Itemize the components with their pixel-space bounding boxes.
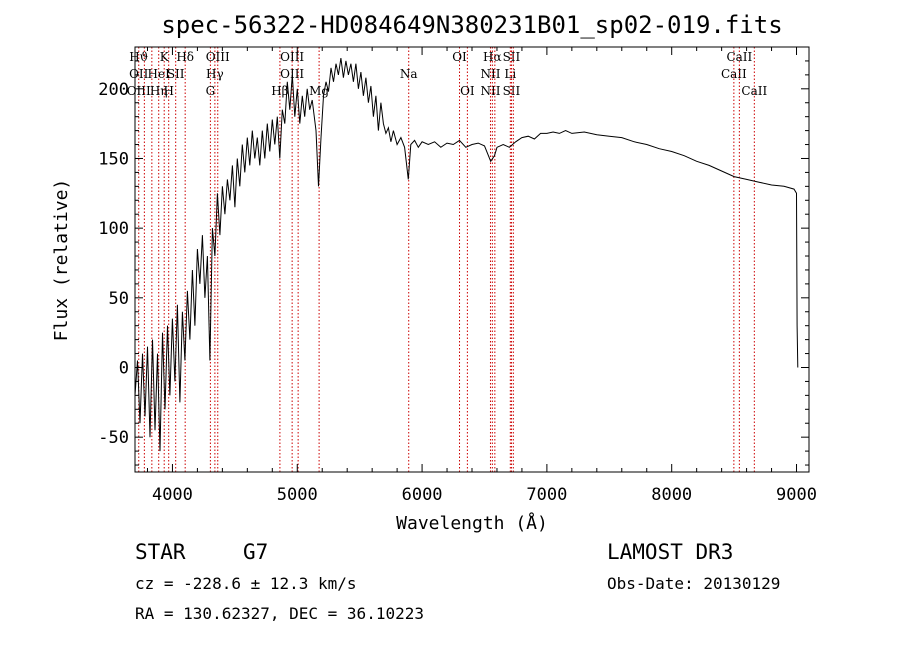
line-marker-label: Hϑ [129, 50, 148, 64]
line-marker-label: SII [503, 50, 521, 64]
y-tick-label: 0 [119, 358, 129, 378]
y-tick-label: 100 [98, 219, 129, 239]
observation-date: Obs-Date: 20130129 [607, 574, 780, 593]
y-axis-label: Flux (relative) [51, 179, 72, 342]
line-marker-label: OIII [280, 50, 304, 64]
line-marker-label: SII [167, 67, 185, 81]
spectrum-series [134, 58, 799, 452]
line-marker-label: CaII [726, 50, 752, 64]
line-marker-label: H [163, 84, 173, 98]
x-axis-label: Wavelength (Å) [396, 512, 548, 534]
object-type: STAR [135, 540, 186, 564]
redshift-velocity: cz = -228.6 ± 12.3 km/s [135, 574, 357, 593]
line-marker-label: Mg [309, 84, 329, 98]
line-marker-label: Hδ [176, 50, 194, 64]
line-marker-label: CaII [741, 84, 767, 98]
line-marker-label: Li [504, 67, 516, 81]
spectrum-line [134, 58, 799, 452]
plot-frame [134, 46, 810, 473]
line-marker-label: Hγ [206, 67, 224, 81]
x-tick-label: 5000 [277, 485, 318, 505]
x-tick-label: 8000 [651, 485, 692, 505]
x-tick-label: 7000 [526, 485, 567, 505]
line-marker-label: OII [129, 67, 149, 81]
line-marker-label: CaII [721, 67, 747, 81]
x-axis: 4000 5000 6000 7000 8000 9000 [146, 47, 817, 505]
line-marker-label: K [160, 50, 170, 64]
line-marker-label: Hα [483, 50, 502, 64]
x-tick-label: 6000 [402, 485, 443, 505]
line-marker-label: Na [400, 67, 418, 81]
x-tick-label: 4000 [152, 485, 193, 505]
line-marker-label: Hβ [271, 84, 288, 98]
coordinates: RA = 130.62327, DEC = 36.10223 [135, 604, 424, 623]
y-tick-label: 150 [98, 149, 129, 169]
x-tick-label: 9000 [776, 485, 817, 505]
subclass: G7 [243, 540, 268, 564]
line-marker-label: OIII [206, 50, 230, 64]
line-marker-label: NII [480, 84, 500, 98]
line-marker-label: G [206, 84, 216, 98]
line-marker-label: OIII [127, 84, 151, 98]
line-marker-label: NII [480, 67, 500, 81]
chart-title: spec-56322-HD084649N380231B01_sp02-019.f… [161, 11, 782, 39]
line-marker-label: Hη [150, 84, 168, 98]
spectral-line-markers: Hϑ OII OIII HeI Hη K H SII Hδ G Hγ OIII Hβ OIII OIII Mg… [127, 47, 767, 472]
y-tick-label: 200 [98, 80, 129, 100]
line-marker-label: OI [452, 50, 467, 64]
line-marker-label: OIII [280, 67, 304, 81]
y-tick-label: 50 [109, 289, 129, 309]
survey-name: LAMOST DR3 [607, 540, 733, 564]
line-marker-label: OI [460, 84, 475, 98]
line-marker-label: HeI [148, 67, 171, 81]
y-tick-label: -50 [98, 428, 129, 448]
line-marker-label: SII [503, 84, 521, 98]
y-axis: -50 0 50 100 150 200 [98, 46, 809, 466]
